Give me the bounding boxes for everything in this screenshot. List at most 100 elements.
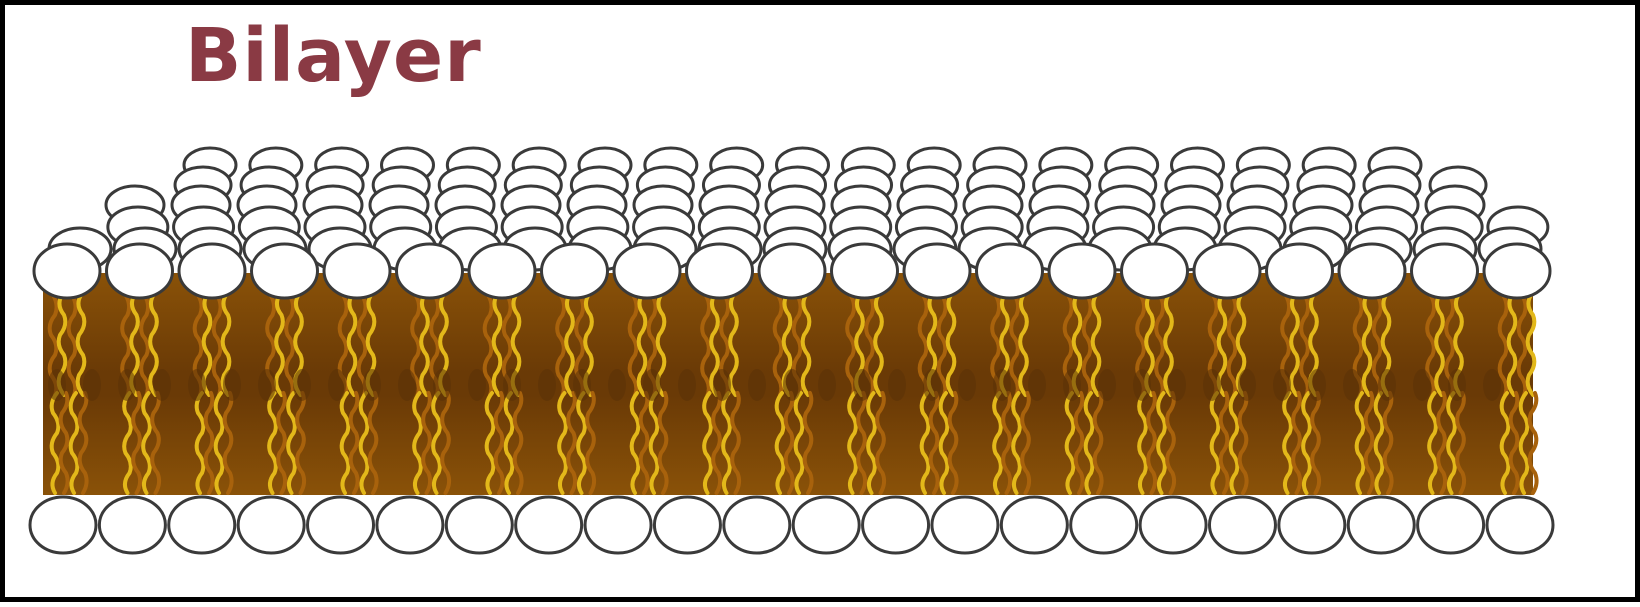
fatty-acid-tail-icon <box>1446 391 1457 495</box>
fatty-acid-tail-icon <box>150 391 162 495</box>
fatty-acid-tail-icon <box>1301 391 1312 495</box>
lipid-head-icon <box>1337 242 1407 300</box>
fatty-acid-tail-icon <box>1354 391 1366 495</box>
fatty-acid-tail-icon <box>1455 391 1467 495</box>
fatty-acid-tail-icon <box>1020 391 1032 495</box>
fatty-acid-tail-icon <box>139 293 151 397</box>
fatty-acid-tail-icon <box>709 293 720 397</box>
core-shadow <box>713 369 731 401</box>
fatty-acid-tail-icon <box>845 293 857 397</box>
fatty-acid-tail-icon <box>1434 293 1445 397</box>
fatty-acid-tail-icon <box>68 391 80 495</box>
fatty-acid-tail-icon <box>1081 293 1093 397</box>
fatty-acid-tail-icon <box>793 391 805 495</box>
lipid-head-icon <box>1120 242 1189 300</box>
fatty-acid-tail-icon <box>295 391 307 495</box>
fatty-acid-tail-icon <box>730 391 742 495</box>
fatty-acid-tail-icon <box>564 293 575 397</box>
core-shadow <box>1378 369 1396 401</box>
fatty-acid-tail-icon <box>648 391 660 495</box>
fatty-acid-tail-icon <box>1289 293 1300 397</box>
fatty-acid-tail-icon <box>873 293 884 397</box>
fatty-acid-tail-icon <box>936 293 948 397</box>
core-shadow <box>1133 369 1151 401</box>
lipid-head-icon <box>28 495 98 555</box>
core-shadow <box>1098 369 1116 401</box>
fatty-acid-tail-icon <box>1291 391 1303 495</box>
lipid-head-icon <box>583 495 653 555</box>
fatty-acid-tail-icon <box>800 293 812 397</box>
fatty-acid-tail-icon <box>856 391 868 495</box>
fatty-acid-tail-icon <box>1218 391 1230 495</box>
fatty-acid-tail-icon <box>992 391 1003 495</box>
fatty-acid-tail-icon <box>711 391 723 495</box>
fatty-acid-tail-icon <box>348 391 360 495</box>
fatty-acid-tail-icon <box>1436 391 1448 495</box>
fatty-acid-tail-icon <box>728 293 739 397</box>
fatty-acid-tail-icon <box>1506 293 1518 397</box>
fatty-acid-tail-icon <box>339 391 351 495</box>
fatty-acid-tail-icon <box>148 293 159 397</box>
fatty-acid-tail-icon <box>1516 293 1528 397</box>
bottom-head-row <box>28 495 1555 555</box>
fatty-acid-tail-icon <box>875 391 887 495</box>
core-shadow <box>573 369 591 401</box>
fatty-acid-tail-icon <box>1011 391 1022 495</box>
core-shadow <box>643 369 661 401</box>
lipid-head-icon <box>1069 495 1139 555</box>
fatty-acid-tail-icon <box>503 391 515 495</box>
fatty-acid-tail-icon <box>627 293 639 397</box>
fatty-acid-tail-icon <box>1427 391 1438 495</box>
fatty-acid-tail-icon <box>412 391 423 495</box>
lipid-head-icon <box>375 495 445 555</box>
core-shadow <box>993 369 1011 401</box>
core-shadow <box>1168 369 1186 401</box>
fatty-acid-tail-icon <box>1497 293 1509 397</box>
lipid-head-icon <box>177 242 247 300</box>
lipid-head-icon <box>1265 242 1334 300</box>
lipid-head-icon <box>1192 242 1262 300</box>
fatty-acid-tail-icon <box>783 391 795 495</box>
bilayer-diagram <box>28 146 1555 555</box>
core-shadow <box>923 369 941 401</box>
core-shadow <box>258 369 276 401</box>
core-shadow <box>48 369 66 401</box>
lipid-head-icon <box>395 242 464 300</box>
fatty-acid-tail-icon <box>429 293 441 397</box>
core-shadow <box>818 369 836 401</box>
lipid-head-icon <box>444 495 514 555</box>
fatty-acid-tail-icon <box>917 293 929 397</box>
lipid-head-icon <box>930 495 1000 555</box>
fatty-acid-tail-icon <box>419 293 430 397</box>
core-shadow <box>118 369 136 401</box>
fatty-acid-tail-icon <box>1137 391 1148 495</box>
core-shadow <box>608 369 626 401</box>
lipid-head-icon <box>105 242 174 300</box>
fatty-acid-tail-icon <box>555 293 567 397</box>
fatty-acid-tail-icon <box>346 293 358 397</box>
core-shadow <box>783 369 801 401</box>
core-shadow <box>503 369 521 401</box>
fatty-acid-tail-icon <box>431 391 442 495</box>
lipid-head-icon <box>685 242 754 300</box>
core-shadow <box>433 369 451 401</box>
fatty-acid-tail-icon <box>1064 391 1076 495</box>
fatty-acid-tail-icon <box>1518 391 1530 495</box>
fatty-acid-tail-icon <box>131 391 143 495</box>
fatty-acid-tail-icon <box>1363 391 1375 495</box>
fatty-acid-tail-icon <box>1499 391 1511 495</box>
fatty-acid-tail-icon <box>1163 293 1174 397</box>
core-shadow <box>328 369 346 401</box>
fatty-acid-tail-icon <box>482 293 494 397</box>
fatty-acid-tail-icon <box>636 293 648 397</box>
fatty-acid-tail-icon <box>1001 391 1013 495</box>
fatty-acid-tail-icon <box>1508 391 1520 495</box>
fatty-acid-tail-icon <box>66 293 78 397</box>
core-shadow <box>398 369 416 401</box>
fatty-acid-tail-icon <box>557 391 568 495</box>
fatty-acid-tail-icon <box>512 391 524 495</box>
lipid-head-icon <box>1485 495 1555 555</box>
fatty-acid-tail-icon <box>367 391 379 495</box>
fatty-acid-tail-icon <box>721 391 732 495</box>
fatty-acid-tail-icon <box>772 293 784 397</box>
